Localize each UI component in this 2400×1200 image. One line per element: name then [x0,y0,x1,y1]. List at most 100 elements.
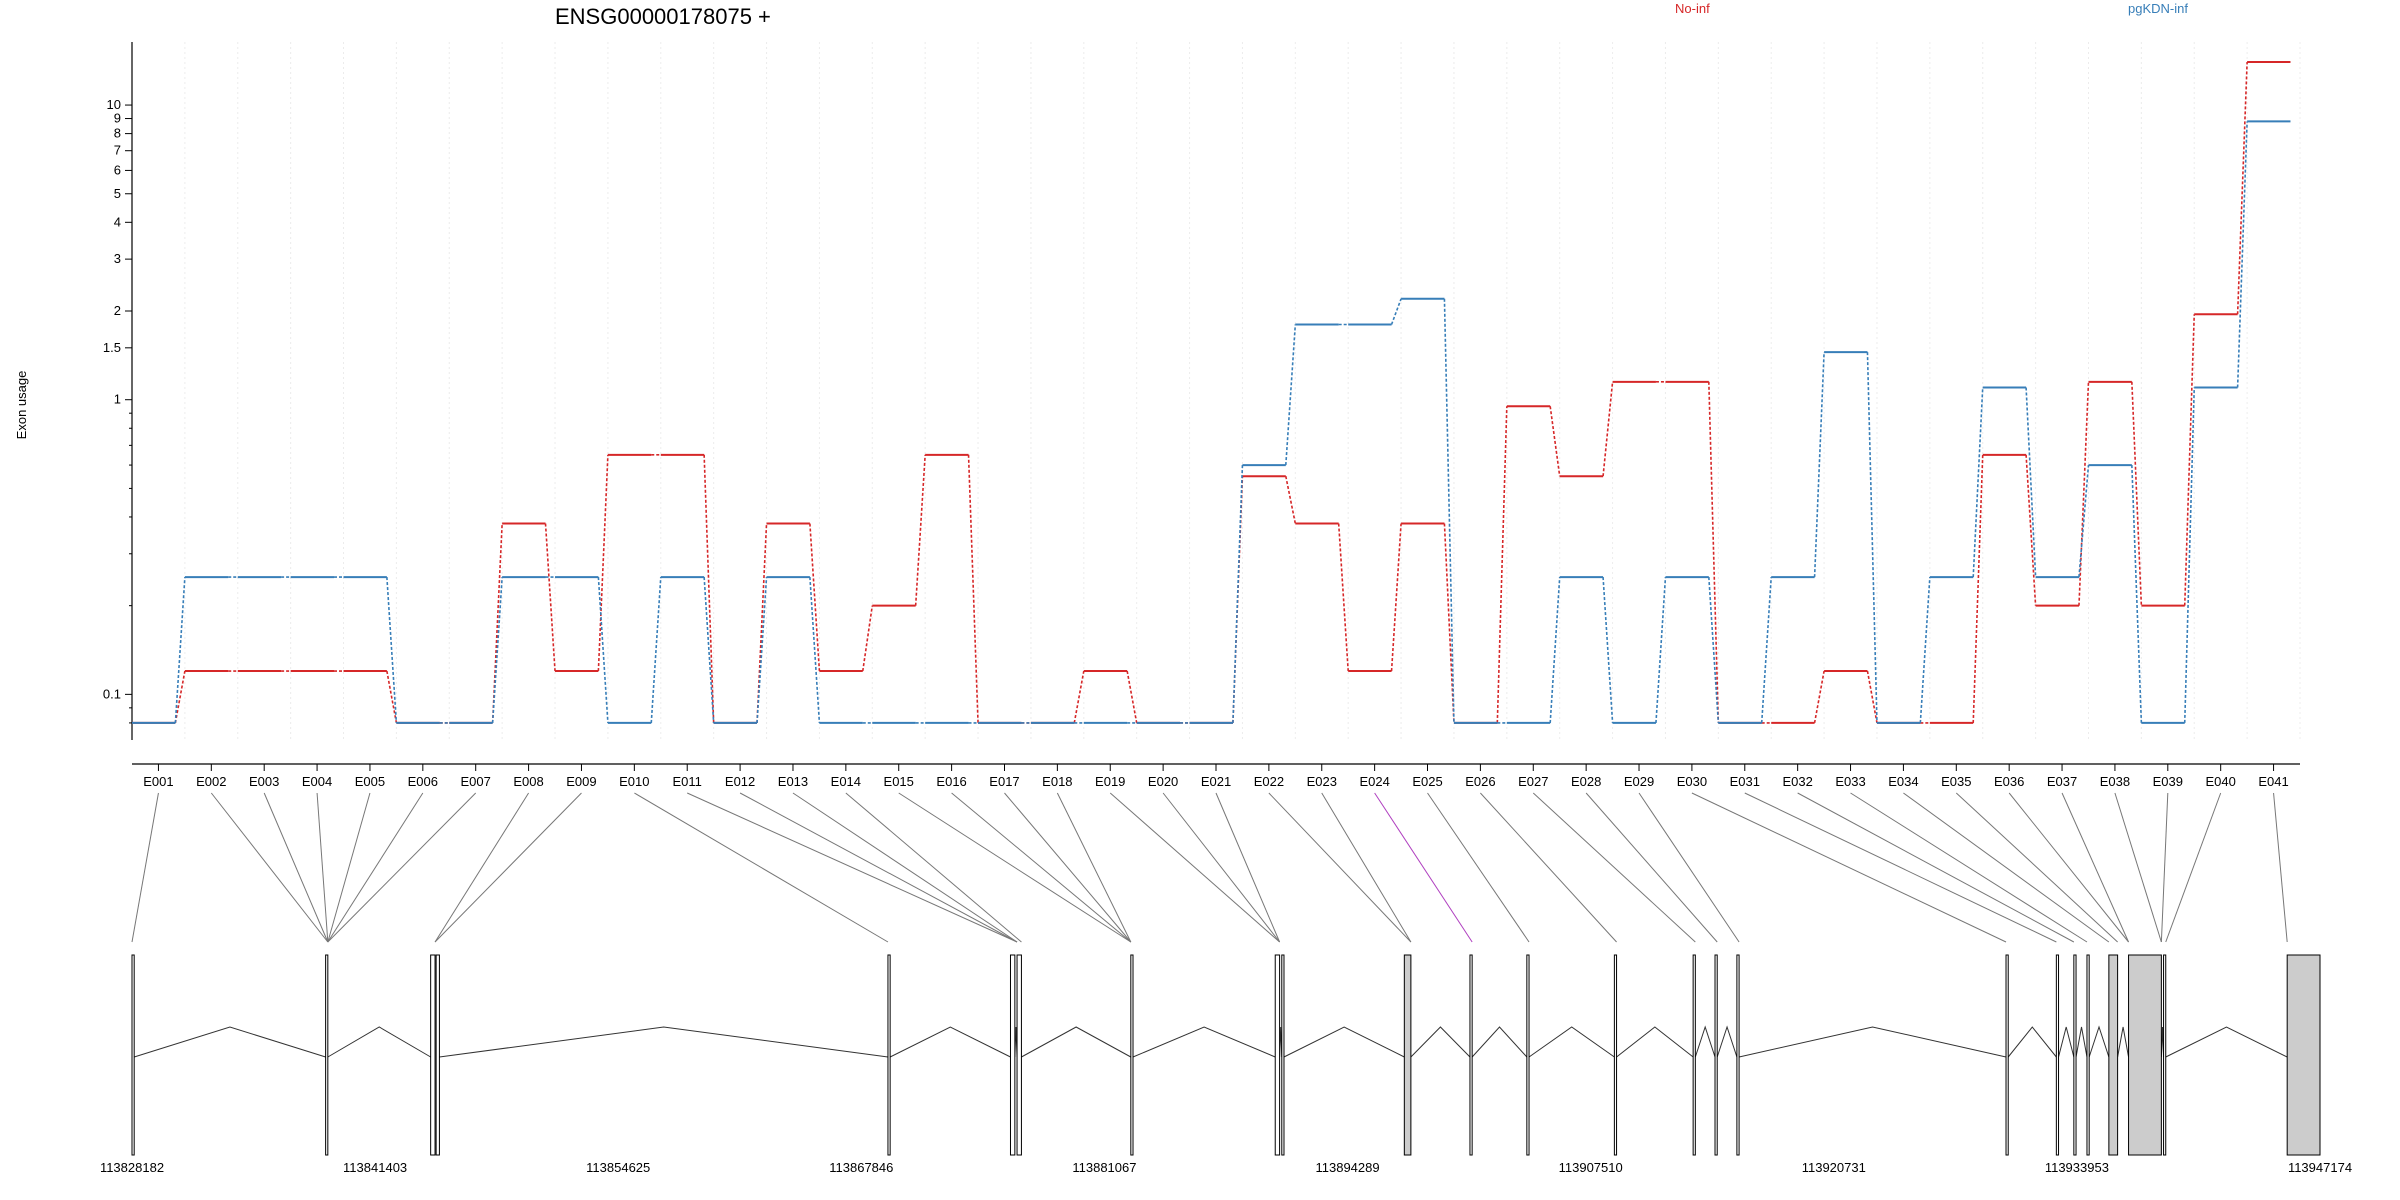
connector [174,670,186,724]
x-tick-label: E022 [1254,774,1284,789]
x-tick-label: E005 [355,774,385,789]
exon-link-line [739,792,1018,943]
x-tick-label: E004 [302,774,332,789]
intron-line [1528,1026,1615,1058]
intron-line [1716,1025,1738,1058]
y-tick-label: 5 [114,186,121,201]
x-tick-label: E036 [1994,774,2024,789]
exon-box [2286,954,2321,1156]
connector [1126,670,1138,724]
intron-line [1694,1025,1716,1058]
y-tick-label: 0.1 [103,686,121,701]
y-tick-label: 10 [107,97,121,112]
connector [1866,352,1878,723]
genomic-coordinate-label: 113828182 [100,1160,164,1175]
y-tick-label: 6 [114,162,121,177]
connector [809,577,821,723]
exon-link-line [1585,792,1718,943]
chart-title: ENSG00000178075 + [555,4,771,29]
intron-line [2165,1026,2288,1058]
legend-entry-no-inf: No-inf [1675,1,1710,16]
x-tick-label: E032 [1782,774,1812,789]
exon-box [1736,954,1740,1156]
x-tick-label: E001 [143,774,173,789]
intron-line [2075,1026,2088,1058]
connector [650,577,662,723]
connector [2183,314,2196,606]
connector [756,577,768,723]
connector [1337,523,1349,672]
exon-box [2055,954,2060,1156]
connector [597,577,609,723]
x-tick-label: E002 [196,774,226,789]
connector [1602,381,1614,477]
connector [1813,352,1825,578]
exon-link-line [327,792,424,943]
exon-link-line [434,792,530,943]
exon-box [2086,954,2090,1156]
exon-link-line [898,792,1132,943]
exon-link-line [327,792,477,943]
exon-box [887,954,891,1156]
x-tick-label: E003 [249,774,279,789]
connector [2236,121,2248,388]
x-tick-label: E016 [936,774,966,789]
exon-link-line [1797,792,2075,943]
x-tick-label: E026 [1465,774,1495,789]
exon-box [1274,954,1281,1156]
genomic-coordinate-label: 113907510 [1559,1160,1623,1175]
exon-box [2073,954,2077,1156]
exon-box [1130,954,1134,1156]
connector [967,454,979,723]
exon-box [2108,954,2119,1156]
connector [861,605,874,672]
genomic-coordinate-label: 113933953 [2045,1160,2109,1175]
exon-link-line [1162,792,1280,943]
connector [1813,670,1825,724]
connector [1866,670,1878,724]
connector [1390,298,1402,325]
exon-link-line [1321,792,1412,943]
series-no-inf [132,61,2291,724]
intron-line [1471,1026,1528,1058]
genomic-coordinate-label: 113854625 [586,1160,650,1175]
x-tick-label: E034 [1888,774,1918,789]
connector [1549,577,1561,723]
x-tick-label: E038 [2100,774,2130,789]
x-tick-label: E023 [1307,774,1337,789]
y-tick-label: 4 [114,214,121,229]
exon-box [2128,954,2162,1156]
x-tick-label: E011 [673,774,702,789]
connector [2236,61,2248,315]
exon-link-line [1955,792,2118,943]
legend-entry-pgkdn-inf: pgKDN-inf [2128,1,2188,16]
exon-box [430,954,436,1156]
exon-link-line [1903,792,2110,943]
x-tick-label: E017 [989,774,1019,789]
intron-line [1738,1026,2007,1058]
exon-link-line [327,792,371,943]
connector [1708,381,1720,723]
exon-link-line [1056,792,1132,943]
connector [386,670,398,724]
y-tick-label: 1.5 [103,340,121,355]
genomic-coordinate-label: 113920731 [1802,1160,1866,1175]
exon-link-line [2165,792,2222,943]
connector [1760,577,1773,723]
connector [174,577,186,723]
connector [2183,387,2196,723]
exon-link-line [1109,792,1280,943]
x-tick-label: E018 [1042,774,1072,789]
exon-box [1016,954,1022,1156]
y-tick-label: 8 [114,126,121,141]
connector [756,523,768,723]
gene-model: 113828182 113841403 113854625 113867846 1138… [100,792,2352,1175]
exon-box [2005,954,2009,1156]
intron-line [2007,1026,2057,1058]
connector [1919,577,1931,723]
x-tick-label: E021 [1201,774,1231,789]
exon-link-line [1532,792,1696,943]
intron-line [134,1026,326,1058]
connector [1708,577,1720,723]
